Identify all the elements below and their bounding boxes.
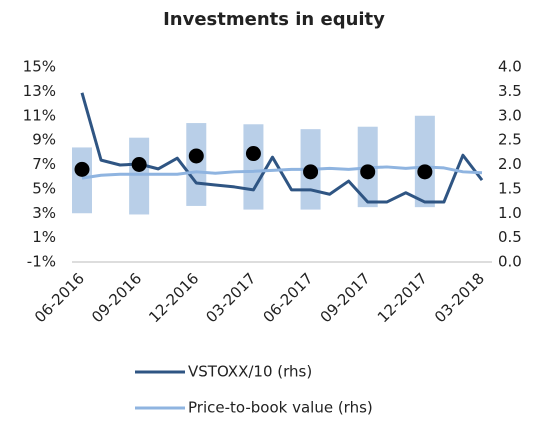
legend-label: Price-to-book value (rhs) <box>188 399 373 417</box>
y-tick-label: -1% <box>27 253 56 271</box>
y-tick-label: 9% <box>32 131 56 149</box>
chart-title: Investments in equity <box>163 9 385 30</box>
y-tick-label: 11% <box>23 106 56 124</box>
y-tick-label: 15% <box>23 58 56 76</box>
x-tick-label: 06-2017 <box>260 269 317 326</box>
series-line <box>80 92 484 204</box>
series-line <box>81 165 483 180</box>
y-tick-label: 13% <box>23 82 56 100</box>
x-tick-label: 12-2017 <box>374 269 431 326</box>
y-tick-label: 1% <box>32 228 56 246</box>
y2-tick-label: 0.5 <box>498 228 522 246</box>
y2-tick-label: 3.0 <box>498 106 522 124</box>
y-tick-label: 7% <box>32 155 56 173</box>
dot <box>188 148 204 164</box>
y-tick-label: 3% <box>32 204 56 222</box>
range-bar <box>129 137 150 215</box>
x-tick-label: 09-2017 <box>317 269 374 326</box>
y2-tick-label: 0.0 <box>498 253 522 271</box>
range-bar <box>414 115 435 208</box>
y2-tick-label: 1.0 <box>498 204 522 222</box>
range-bar <box>72 147 92 214</box>
x-tick-label: 09-2016 <box>88 269 145 326</box>
y-tick-label: 5% <box>32 179 56 197</box>
dot <box>303 164 319 180</box>
dot <box>245 146 261 162</box>
x-tick-label: 03-2018 <box>431 269 488 326</box>
dot <box>131 157 147 172</box>
dot <box>417 164 433 180</box>
x-tick-label: 03-2017 <box>202 269 259 326</box>
y2-tick-label: 3.5 <box>498 82 522 100</box>
legend-label: VSTOXX/10 (rhs) <box>188 363 312 381</box>
x-tick-label: 06-2016 <box>31 269 88 326</box>
x-tick-label: 12-2016 <box>145 269 202 326</box>
y2-tick-label: 4.0 <box>498 58 522 76</box>
range-bar <box>186 123 207 206</box>
dot <box>360 164 376 180</box>
y2-tick-label: 2.5 <box>498 131 522 149</box>
y2-tick-label: 2.0 <box>498 155 522 173</box>
range-bar <box>243 124 264 210</box>
y2-tick-label: 1.5 <box>498 179 522 197</box>
dot <box>74 161 90 177</box>
